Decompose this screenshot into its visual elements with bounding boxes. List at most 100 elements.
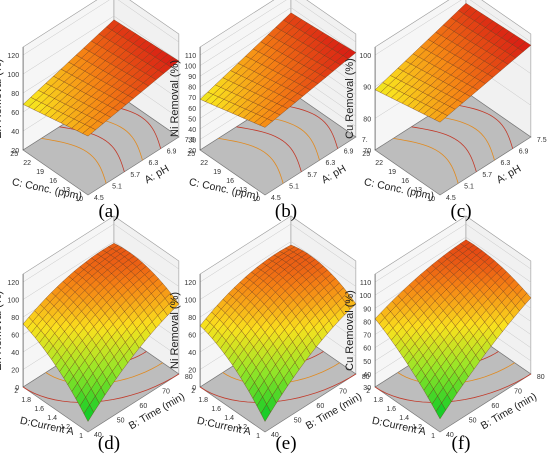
panel-label-c: (c) xyxy=(450,201,472,222)
floor-contour-line xyxy=(447,103,514,149)
z-tick-label: 40 xyxy=(188,350,196,357)
z-tick-label: 110 xyxy=(185,53,196,60)
z-gridline xyxy=(374,236,532,296)
z-tick-label: 100 xyxy=(7,72,19,79)
z-tick-label: 120 xyxy=(7,280,19,287)
z-tick-label: 80 xyxy=(188,315,196,322)
z-axis-label: Cu Removal (%) xyxy=(344,58,356,139)
y-tick-label: 10 xyxy=(75,196,83,203)
z-tick-label: 100 xyxy=(359,293,371,300)
panel-label-f: (f) xyxy=(451,433,471,454)
y-tick-label: 1 xyxy=(256,433,260,440)
x-tick-label: 6.3 xyxy=(326,160,336,167)
z-tick-label: 70 xyxy=(363,148,371,155)
floor-contour-line xyxy=(393,138,459,184)
surface-cell xyxy=(435,402,446,420)
floor-contour-line xyxy=(236,126,302,172)
y-tick-label: 13 xyxy=(239,187,247,194)
x-tick-label: 60 xyxy=(491,403,499,410)
z-gridline xyxy=(374,0,532,56)
surface-cell xyxy=(260,404,271,422)
z-tick-label: 60 xyxy=(11,333,19,340)
z-tick-label: 40 xyxy=(11,129,19,136)
z-gridline xyxy=(199,241,357,300)
y-tick-label: 2 xyxy=(191,388,195,395)
z-tick-label: 40 xyxy=(188,127,196,134)
floor-contour-line xyxy=(429,114,495,161)
z-gridline xyxy=(199,7,357,66)
y-tick-label: 25 xyxy=(10,151,18,158)
z-tick-label: 80 xyxy=(363,116,371,123)
x-tick-label: 50 xyxy=(469,418,477,425)
z-tick-label: 20 xyxy=(188,148,196,155)
z-gridline xyxy=(199,223,357,283)
z-tick-label: 20 xyxy=(188,368,196,375)
y-tick-label: 13 xyxy=(414,187,422,194)
x-tick-label: 80 xyxy=(185,374,193,381)
y-tick-label: 16 xyxy=(226,178,234,185)
y-tick-label: 1.2 xyxy=(237,424,247,431)
z-tick-label: 100 xyxy=(184,298,196,305)
x-tick-label: 4.5 xyxy=(271,195,281,202)
z-tick-label: 80 xyxy=(188,85,196,92)
z-tick-label: 20 xyxy=(11,368,19,375)
y-tick-label: 1.4 xyxy=(399,415,409,422)
x-tick-label: 70 xyxy=(339,389,347,396)
x-tick-label: 70 xyxy=(162,389,170,396)
x-tick-label: 4.5 xyxy=(446,195,456,202)
surface-chart-2: 20 30 40 50 60 70 80 90 100 110 Ni Removal (%) 4.5 5… xyxy=(169,0,368,203)
x-tick-label: 5.1 xyxy=(464,183,474,190)
panel-label-d: (d) xyxy=(97,433,121,454)
y-tick-label: 1.6 xyxy=(211,406,221,413)
x-tick-label: 70 xyxy=(514,389,522,396)
z-tick-label: 80 xyxy=(363,319,371,326)
surface-cell xyxy=(434,112,448,123)
z-tick-label: 90 xyxy=(188,74,196,81)
y-tick-label: 16 xyxy=(401,178,409,185)
y-tick-label: 1.6 xyxy=(34,406,44,413)
y-tick-label: 10 xyxy=(252,196,260,203)
z-tick-label: 40 xyxy=(363,372,371,379)
z-gridline xyxy=(22,223,180,283)
z-tick-label: 120 xyxy=(7,53,19,60)
y-tick-label: 19 xyxy=(388,169,396,176)
x-tick-label: 5.1 xyxy=(112,183,122,190)
floor-contour-line xyxy=(411,126,477,172)
z-tick-label: 80 xyxy=(11,91,19,98)
x-tick-label: 6.9 xyxy=(167,149,177,156)
z-axis-label: Zn Removal (%) xyxy=(0,291,4,370)
z-axis-label: Zn Removal (%) xyxy=(0,59,4,138)
z-axis-label: Ni Removal (%) xyxy=(169,292,181,369)
y-tick-label: 22 xyxy=(200,160,208,167)
x-tick-label: 7. xyxy=(362,137,368,144)
y-tick-label: 10 xyxy=(427,196,435,203)
z-tick-label: 110 xyxy=(360,280,371,287)
y-tick-label: 25 xyxy=(362,151,370,158)
z-tick-label: 60 xyxy=(188,333,196,340)
x-tick-label: 80 xyxy=(537,374,545,381)
z-tick-label: 60 xyxy=(188,106,196,113)
z-tick-label: 30 xyxy=(363,385,371,392)
x-tick-label: 4.5 xyxy=(94,195,104,202)
z-tick-label: 100 xyxy=(7,298,19,305)
y-tick-label: 25 xyxy=(187,151,195,158)
y-tick-label: 19 xyxy=(36,169,44,176)
floor-contour-line xyxy=(41,138,107,184)
panel-label-e: (e) xyxy=(275,433,297,454)
z-tick-label: 60 xyxy=(363,346,371,353)
surface-chart-6: 30 40 50 60 70 80 90 100 110 Cu Removal (%) 40 50 60… xyxy=(344,215,545,440)
x-tick-label: 40 xyxy=(94,432,102,439)
y-tick-label: 1.4 xyxy=(47,415,57,422)
y-tick-label: 19 xyxy=(213,169,221,176)
y-tick-label: 16 xyxy=(49,178,57,185)
z-tick-label: 30 xyxy=(188,137,196,144)
z-tick-label: 120 xyxy=(184,280,196,287)
z-axis-label: Cu Removal (%) xyxy=(344,290,356,371)
y-tick-label: 1.2 xyxy=(60,424,70,431)
x-tick-label: 50 xyxy=(294,418,302,425)
y-tick-label: 1.8 xyxy=(21,397,31,404)
z-tick-label: 60 xyxy=(11,110,19,117)
